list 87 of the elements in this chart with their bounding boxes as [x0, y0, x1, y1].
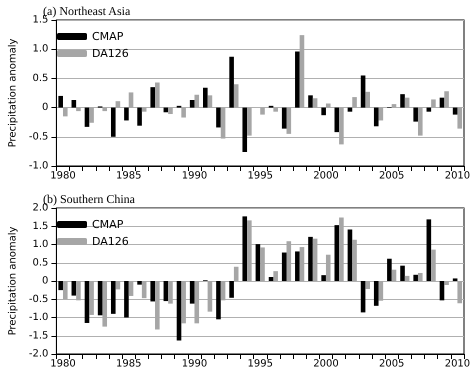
bar	[334, 108, 340, 132]
bar	[124, 108, 129, 120]
bar	[124, 281, 129, 318]
x-tick-label: 2005	[378, 170, 404, 182]
y-axis-title: Precipitation anomaly	[8, 226, 18, 336]
bar	[229, 281, 234, 298]
x-tick-label: 1990	[182, 170, 208, 182]
y-tick-label: 0	[42, 276, 48, 286]
bar	[321, 108, 326, 116]
x-tick-label: 2010	[444, 358, 470, 370]
y-tick-label: 0	[42, 102, 48, 114]
bar	[426, 219, 432, 281]
bar	[72, 100, 76, 108]
bar	[150, 281, 156, 302]
bar	[176, 281, 182, 340]
bar	[98, 281, 102, 316]
bar	[110, 281, 116, 314]
bar	[110, 108, 116, 137]
y-axis-title: Precipitation anomaly	[8, 38, 18, 148]
bar	[321, 275, 326, 281]
x-tick-label: 1980	[50, 170, 76, 182]
x-tick-label: 2000	[313, 358, 339, 370]
bar	[137, 281, 142, 285]
y-tick-label: 1.0	[32, 239, 48, 250]
bar	[360, 281, 366, 312]
bar	[348, 230, 352, 281]
y-tick-label: -1.0	[28, 160, 48, 172]
bar	[268, 276, 274, 281]
bar	[387, 258, 392, 281]
bar	[440, 98, 444, 108]
y-tick-label: 1.0	[32, 44, 48, 55]
bar	[374, 108, 379, 126]
bar	[84, 281, 90, 323]
bar	[72, 281, 76, 296]
bar	[242, 216, 248, 281]
bar	[190, 281, 194, 304]
bar	[308, 236, 313, 281]
y-tick-label: -1.0	[28, 312, 48, 323]
y-tick-label: 0.5	[32, 257, 48, 268]
x-tick-label: 1995	[247, 358, 273, 370]
bar	[256, 244, 260, 281]
bar	[137, 108, 142, 126]
bar	[334, 225, 340, 281]
x-tick-label: 1985	[116, 358, 142, 370]
bar	[426, 108, 432, 112]
bar	[164, 108, 168, 112]
legend-label: DA126	[92, 235, 129, 248]
bar	[360, 75, 366, 108]
bar	[374, 281, 379, 306]
bar	[452, 108, 458, 115]
bar	[413, 108, 418, 122]
bar	[203, 88, 208, 108]
bar	[282, 108, 286, 129]
bar	[400, 266, 405, 281]
bar	[295, 251, 300, 281]
y-tick-label: 0.5	[32, 72, 48, 84]
bar	[295, 52, 300, 108]
x-tick-label: 1985	[116, 170, 142, 182]
x-tick-label: 1995	[247, 170, 273, 182]
y-tick-label: -0.5	[28, 131, 48, 142]
bar	[452, 278, 458, 281]
bar	[308, 95, 313, 108]
y-tick-label: -2.0	[28, 348, 48, 360]
bar	[229, 56, 234, 108]
bar	[282, 252, 286, 281]
bar	[440, 281, 444, 300]
y-tick-label: 1.5	[32, 220, 48, 232]
legend-label: DA126	[92, 47, 129, 60]
bar	[216, 108, 221, 128]
legend-label: CMAP	[92, 218, 124, 231]
y-tick-label: -0.5	[28, 294, 48, 305]
bar	[216, 281, 221, 320]
bar	[242, 108, 248, 152]
bar	[400, 94, 405, 108]
bar	[164, 281, 168, 302]
bar	[84, 108, 90, 127]
x-tick-label: 2010	[444, 170, 470, 182]
bar	[190, 100, 194, 108]
x-tick-label: 1980	[50, 358, 76, 370]
bar	[150, 87, 156, 108]
x-tick-label: 2000	[313, 170, 339, 182]
bar	[348, 108, 352, 112]
legend-label: CMAP	[92, 30, 124, 43]
bar	[413, 274, 418, 281]
x-tick-label: 1990	[182, 358, 208, 370]
y-tick-label: -1.5	[28, 330, 48, 342]
x-tick-label: 2005	[378, 358, 404, 370]
